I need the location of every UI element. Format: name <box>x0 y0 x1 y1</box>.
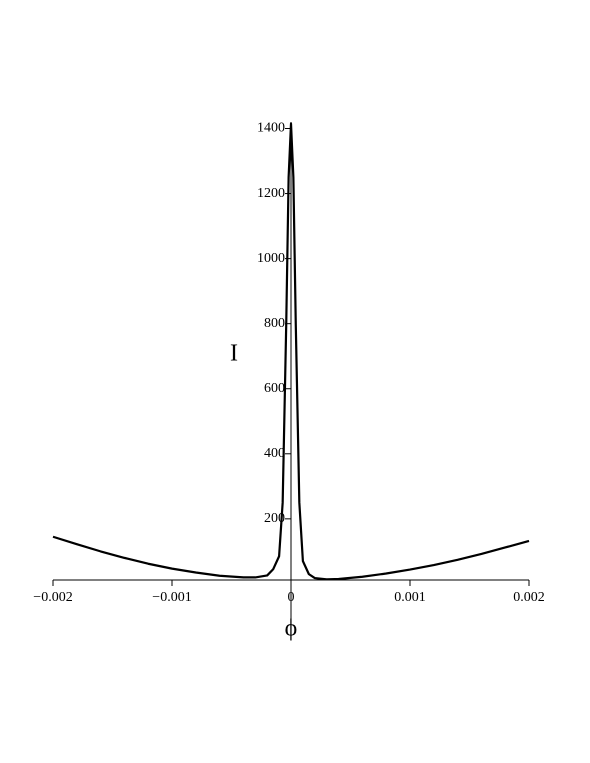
y-axis-label: I <box>230 341 238 367</box>
y-tick-label: 600 <box>264 381 285 396</box>
y-tick-label: 1000 <box>257 251 285 266</box>
x-tick-label: −0.002 <box>33 590 72 605</box>
y-tick-label: 800 <box>264 316 285 331</box>
curve <box>52 122 530 581</box>
x-axis-label: ϕ <box>285 616 298 642</box>
y-tick-label: 1400 <box>257 121 285 136</box>
x-tick-label: 0.002 <box>513 590 545 605</box>
x-tick-label: −0.001 <box>152 590 191 605</box>
y-tick-label: 400 <box>264 446 285 461</box>
y-tick-label: 1200 <box>257 186 285 201</box>
x-tick-label: 0.001 <box>394 590 426 605</box>
y-tick-label: 200 <box>264 511 285 526</box>
x-tick-label: 0 <box>288 590 295 605</box>
